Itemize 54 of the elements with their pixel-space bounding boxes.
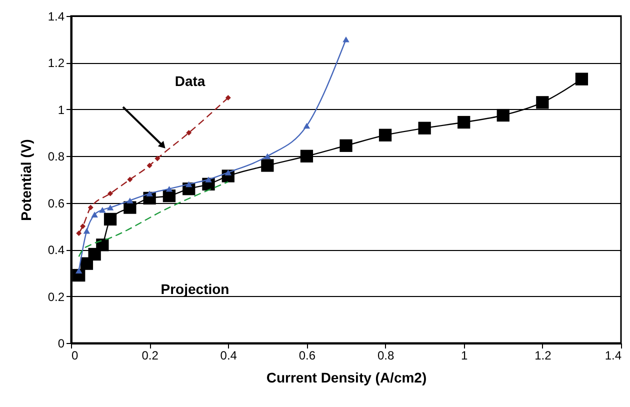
- x-tick-label: 0.2: [142, 348, 159, 362]
- x-tick-label: 1: [461, 348, 468, 362]
- point: [575, 72, 588, 86]
- point: [127, 176, 133, 182]
- x-tick-label: 0: [72, 348, 78, 362]
- point: [154, 156, 160, 162]
- point: [458, 116, 470, 129]
- point: [496, 108, 510, 122]
- x-axis-title: Current Density (A/cm2): [266, 370, 427, 386]
- annotation: Projection: [160, 281, 230, 297]
- point: [88, 248, 101, 261]
- point: [146, 162, 152, 168]
- y-tick-label: 0.8: [48, 150, 65, 164]
- x-tick-label: 1.2: [534, 348, 552, 362]
- point: [418, 122, 431, 134]
- point: [303, 122, 310, 129]
- x-tick-label: 1.4: [604, 348, 622, 362]
- y-tick-label: 0.6: [48, 196, 65, 210]
- point: [342, 36, 350, 42]
- y-tick-label: 0.4: [48, 243, 65, 258]
- point: [205, 176, 212, 182]
- point: [76, 268, 82, 274]
- point: [300, 150, 314, 162]
- point: [166, 186, 173, 192]
- point: [261, 159, 274, 172]
- point: [76, 230, 82, 236]
- point: [186, 181, 192, 188]
- point: [126, 198, 134, 204]
- point: [108, 190, 114, 196]
- y-tick-label: 0.2: [48, 290, 65, 304]
- point: [91, 212, 98, 218]
- point: [340, 139, 352, 152]
- point: [88, 204, 94, 210]
- y-tick-label: 1: [58, 102, 65, 117]
- point: [96, 238, 109, 252]
- annotation: Data: [174, 73, 206, 89]
- point: [264, 153, 271, 160]
- y-axis-title: Potential (V): [18, 139, 34, 221]
- point: [186, 130, 192, 136]
- x-tick-label: 0.8: [377, 348, 394, 362]
- x-tick-label: 0.4: [220, 348, 238, 362]
- y-tick-label: 1.2: [48, 56, 65, 70]
- point: [225, 95, 231, 100]
- y-tick-label: 1.4: [48, 10, 65, 24]
- point: [536, 96, 549, 109]
- point: [378, 128, 392, 142]
- point: [99, 206, 106, 213]
- y-tick-label: 0: [58, 336, 65, 350]
- point: [146, 190, 153, 196]
- point: [83, 228, 90, 234]
- x-tick-label: 0.6: [298, 348, 316, 362]
- point: [80, 223, 86, 229]
- point: [104, 212, 117, 226]
- point: [106, 204, 114, 210]
